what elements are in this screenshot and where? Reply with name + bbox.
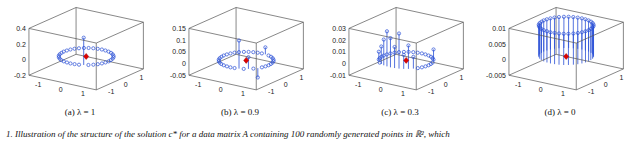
svg-text:-1: -1: [108, 88, 114, 95]
svg-text:0.02: 0.02: [332, 37, 346, 44]
svg-text:0.03: 0.03: [332, 25, 346, 32]
svg-text:0.2: 0.2: [16, 41, 26, 48]
svg-text:0: 0: [22, 56, 26, 63]
svg-text:1: 1: [81, 90, 85, 97]
svg-text:0.05: 0.05: [172, 48, 186, 55]
svg-text:0: 0: [539, 86, 543, 93]
html-text:(c) λ = 0.3: (c) λ = 0.3: [381, 107, 419, 117]
svg-text:-0.01: -0.01: [330, 72, 346, 79]
svg-text:0.4: 0.4: [16, 25, 26, 32]
svg-text:0: 0: [502, 56, 506, 63]
html-text:(d) λ = 0: (d) λ = 0: [544, 107, 576, 117]
svg-text:0: 0: [219, 86, 223, 93]
svg-text:0: 0: [182, 60, 186, 67]
svg-text:-0.05: -0.05: [170, 72, 186, 79]
svg-text:0.15: 0.15: [172, 25, 186, 32]
svg-text:-1: -1: [515, 81, 521, 88]
html-text:1. Illustration of the structu: 1. Illustration of the structure of the …: [6, 129, 450, 139]
html-text:(b) λ = 0.9: (b) λ = 0.9: [221, 107, 259, 117]
svg-text:1: 1: [561, 90, 565, 97]
svg-text:1: 1: [241, 90, 245, 97]
svg-text:0.1: 0.1: [176, 37, 186, 44]
svg-text:0: 0: [284, 81, 288, 88]
svg-text:-0.005: -0.005: [486, 72, 506, 79]
svg-text:1: 1: [140, 74, 144, 81]
svg-text:-1: -1: [428, 88, 434, 95]
svg-text:1: 1: [300, 74, 304, 81]
svg-text:0: 0: [342, 60, 346, 67]
svg-text:-0.2: -0.2: [14, 72, 26, 79]
svg-text:0: 0: [379, 86, 383, 93]
svg-text:0: 0: [124, 81, 128, 88]
svg-text:0.01: 0.01: [332, 48, 346, 55]
svg-text:1: 1: [401, 90, 405, 97]
svg-text:0.005: 0.005: [488, 41, 506, 48]
svg-text:-1: -1: [355, 81, 361, 88]
svg-text:0: 0: [604, 81, 608, 88]
svg-text:0: 0: [444, 81, 448, 88]
svg-text:-1: -1: [195, 81, 201, 88]
svg-text:0.01: 0.01: [492, 25, 506, 32]
svg-text:-1: -1: [588, 88, 594, 95]
svg-text:-1: -1: [268, 88, 274, 95]
html-text:(a) λ = 1: (a) λ = 1: [64, 107, 96, 117]
svg-text:1: 1: [460, 74, 464, 81]
svg-text:-1: -1: [35, 81, 41, 88]
svg-text:1: 1: [620, 74, 624, 81]
svg-text:0: 0: [59, 86, 63, 93]
